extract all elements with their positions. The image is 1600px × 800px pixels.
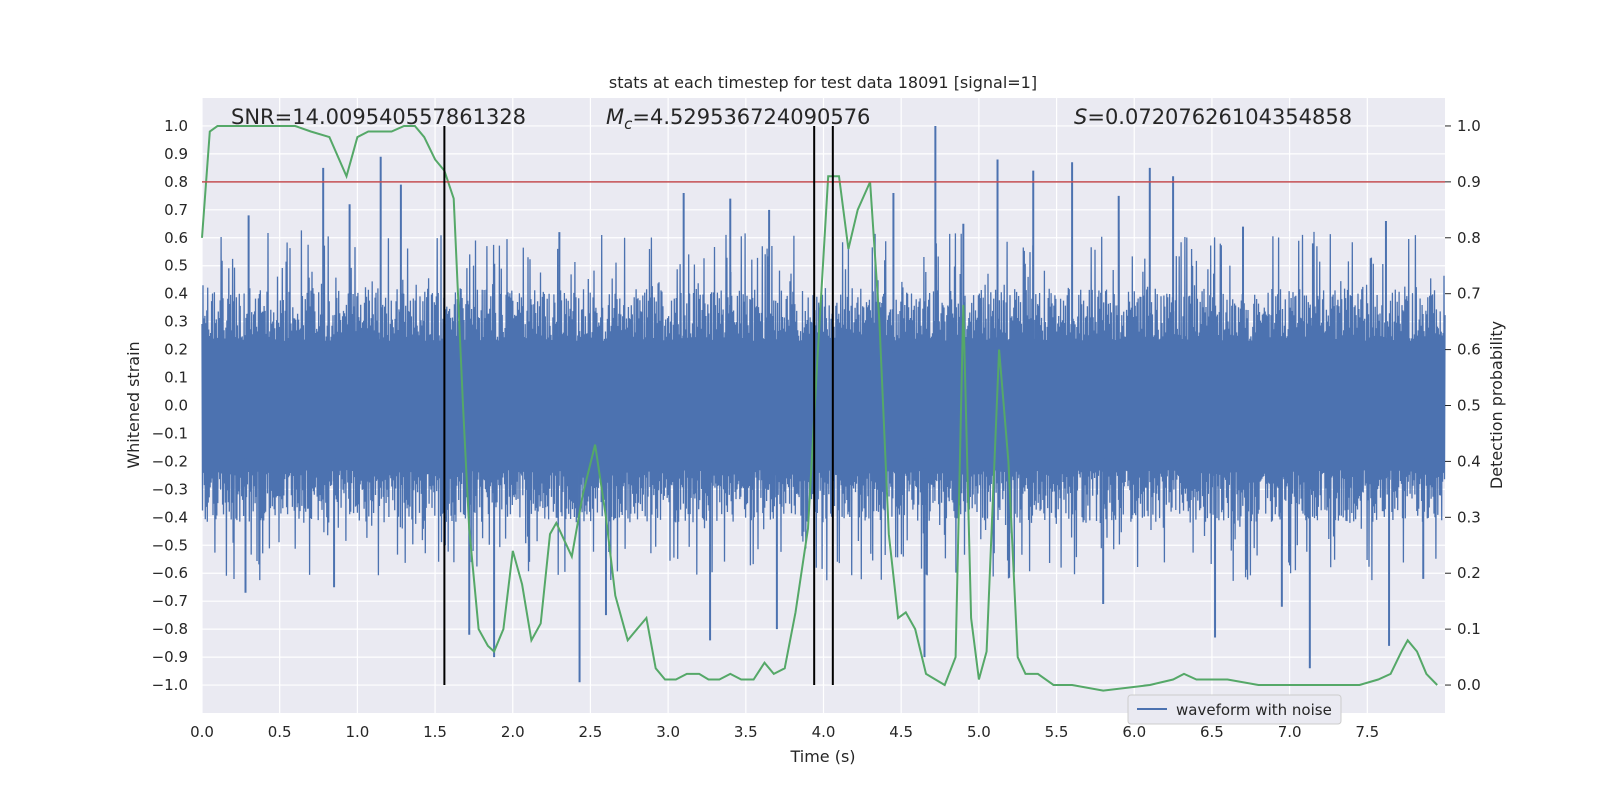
x-tick-label: 2.5 <box>579 723 603 741</box>
y-tick-label: 0.9 <box>164 145 188 163</box>
x-tick-label: 6.0 <box>1122 723 1146 741</box>
y-tick-label: 0.0 <box>164 397 188 415</box>
x-tick-label: 7.0 <box>1278 723 1302 741</box>
y-tick-label: −0.6 <box>152 564 188 582</box>
y2-tick-label: 1.0 <box>1457 117 1481 135</box>
series-waveform-with-noise <box>201 125 1446 683</box>
s-value: =0.07207626104354858 <box>1087 105 1352 129</box>
x-tick-label: 0.5 <box>268 723 292 741</box>
snr-annotation: SNR=14.009540557861328 <box>231 105 526 129</box>
y2-tick-label: 0.0 <box>1457 676 1481 694</box>
detection-probability-line <box>201 125 1438 692</box>
x-tick-label: 3.5 <box>734 723 758 741</box>
legend-label-waveform: waveform with noise <box>1176 701 1332 719</box>
y2-tick-label: 0.7 <box>1457 285 1481 303</box>
y2-tick-label: 0.1 <box>1457 620 1481 638</box>
legend-box <box>1127 694 1342 725</box>
x-tick-label: 1.5 <box>423 723 447 741</box>
y-tick-label: 0.2 <box>164 341 188 359</box>
y-tick-label: 0.1 <box>164 369 188 387</box>
y-tick-label: −0.2 <box>152 452 188 470</box>
y-tick-label: −0.7 <box>152 592 188 610</box>
chirp-mass-subscript: c <box>624 115 633 133</box>
y2-tick-label: 0.8 <box>1457 229 1481 247</box>
y-tick-label: 0.5 <box>164 257 188 275</box>
y-tick-label: 1.0 <box>164 117 188 135</box>
chirp-mass-symbol: M <box>606 105 624 129</box>
y-tick-label: 0.6 <box>164 229 188 247</box>
tick-labels: 0.0 0.5 1.0 1.5 2.0 2.5 3.0 3.5 4.0 4.5 5.0 5.5 6.0 6… <box>152 117 1481 741</box>
x-tick-label: 2.0 <box>501 723 525 741</box>
y-tick-label: −0.9 <box>152 648 188 666</box>
y-tick-label: −0.8 <box>152 620 188 638</box>
x-tick-label: 5.0 <box>967 723 991 741</box>
x-axis-label: Time (s) <box>789 747 855 766</box>
y-tick-label: −0.3 <box>152 480 188 498</box>
y-tick-label: 0.7 <box>164 201 188 219</box>
vertical-markers <box>443 125 834 686</box>
x-tick-label: 1.0 <box>345 723 369 741</box>
s-annotation: S=0.07207626104354858 <box>1074 105 1352 129</box>
y2-tick-label: 0.6 <box>1457 341 1481 359</box>
x-tick-label: 5.5 <box>1045 723 1069 741</box>
y2-tick-label: 0.4 <box>1457 452 1481 470</box>
legend: waveform with noise <box>1127 694 1342 725</box>
chirp-mass-value: =4.529536724090576 <box>632 105 870 129</box>
x-tick-label: 4.0 <box>812 723 836 741</box>
s-symbol: S <box>1074 105 1087 129</box>
x-tick-label: 4.5 <box>889 723 913 741</box>
y-axis-label: Whitened strain <box>124 341 143 468</box>
y2-tick-label: 0.9 <box>1457 173 1481 191</box>
x-tick-label: 0.0 <box>190 723 214 741</box>
chart-title: stats at each timestep for test data 180… <box>609 73 1037 92</box>
x-tick-label: 7.5 <box>1355 723 1379 741</box>
y-tick-label: −1.0 <box>152 676 188 694</box>
y2-tick-label: 0.5 <box>1457 397 1481 415</box>
x-tick-label: 6.5 <box>1200 723 1224 741</box>
y-tick-label: −0.5 <box>152 536 188 554</box>
y-tick-label: −0.4 <box>152 508 188 526</box>
chirp-mass-annotation: Mc=4.529536724090576 <box>606 105 870 133</box>
y-tick-label: 0.8 <box>164 173 188 191</box>
y-tick-label: 0.3 <box>164 313 188 331</box>
waveform-core-band <box>202 352 1445 459</box>
y2-tick-label: 0.3 <box>1457 508 1481 526</box>
y-tick-label: −0.1 <box>152 424 188 442</box>
y2-tick-label: 0.2 <box>1457 564 1481 582</box>
series-detection-probability <box>201 125 1438 692</box>
y2-axis-label: Detection probability <box>1487 321 1506 489</box>
y-tick-label: 0.4 <box>164 285 188 303</box>
x-tick-label: 3.0 <box>656 723 680 741</box>
